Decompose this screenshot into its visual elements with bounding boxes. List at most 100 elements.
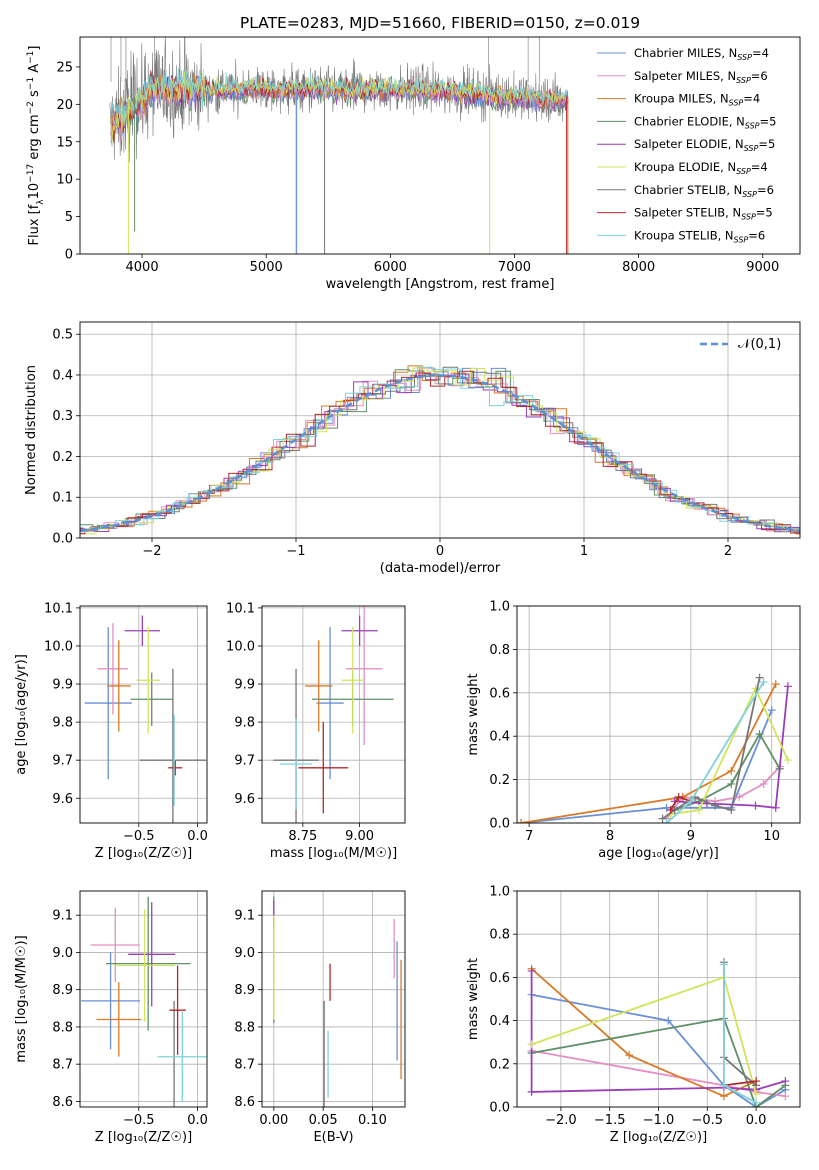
mass-vs-Z-point-chabrier-miles — [81, 952, 140, 1050]
age-vs-mass-point-salpeter-elodie — [341, 615, 378, 646]
residuals-xtick-label: 2 — [724, 544, 732, 559]
spectrum-lines — [109, 37, 569, 254]
mass-vs-EBV-ytick-label: 8.9 — [234, 983, 255, 998]
mass-vs-Z-ytick-label: 9.1 — [52, 909, 73, 924]
age-vs-Z-point-kroupa-miles — [107, 640, 131, 732]
residuals-ytick-label: 0.3 — [52, 409, 73, 424]
series-marker — [527, 966, 536, 975]
legend-text: =5 — [758, 137, 775, 151]
legend-sub: SSP — [737, 53, 752, 62]
mass-vs-EBV-errorbars — [273, 896, 402, 1107]
mw-vs-age-xtick-label: 10 — [763, 829, 780, 844]
mass-vs-EBV-frame — [261, 890, 406, 1108]
series-line — [723, 962, 757, 1087]
spectrum-ylabel-part: −17 — [26, 164, 36, 183]
spectrum-ylabel-part: 10 — [27, 183, 42, 200]
spectrum-ytick-label: 5 — [65, 210, 73, 225]
mass-vs-Z-ytick-label: 8.9 — [52, 983, 73, 998]
legend-entry: Chabrier MILES, NSSP=4 — [634, 46, 769, 62]
legend-text: =6 — [748, 228, 765, 242]
age-vs-Z-ytick-label: 9.9 — [52, 678, 73, 693]
mass-vs-Z-xlabel: Z [log₁₀(Z/Z☉)] — [95, 1130, 192, 1145]
legend-text: Kroupa ELODIE, N — [634, 160, 736, 174]
series-marker — [759, 779, 768, 788]
series-marker — [751, 801, 760, 810]
mass-vs-Z-ytick-label: 9.0 — [52, 946, 73, 961]
mw-vs-Z-xtick-label: −2.0 — [545, 1113, 577, 1128]
age-vs-mass-point-kroupa-stelib — [280, 718, 312, 810]
age-vs-mass-errorbars — [273, 606, 394, 823]
mass-vs-Z-frame — [79, 890, 208, 1108]
mw-vs-age-ytick-label: 0.2 — [489, 773, 510, 788]
series-line — [674, 686, 789, 809]
legend-text: =4 — [751, 160, 768, 174]
series-marker — [727, 779, 736, 788]
age-vs-Z-point-salpeter-stelib — [168, 760, 183, 776]
series-line — [531, 1017, 786, 1107]
legend-text: Chabrier STELIB, N — [634, 183, 742, 197]
legend-text: Salpeter STELIB, N — [634, 206, 741, 220]
legend-text: =4 — [743, 92, 760, 106]
legend-text: =5 — [760, 114, 777, 128]
age-vs-Z-xtick-label: −0.5 — [123, 829, 155, 844]
mw-vs-age-ylabel: mass weight — [466, 673, 481, 755]
mw-vs-age-ytick-label: 0.4 — [489, 730, 510, 745]
series-marker — [755, 730, 764, 739]
mw-vs-Z-xlabel: Z [log₁₀(Z/Z☉)] — [610, 1130, 707, 1145]
series-marker — [771, 680, 780, 689]
legend-sub: SSP — [741, 213, 756, 222]
legend-text: =6 — [751, 69, 768, 83]
mass-vs-Z-ytick-label: 8.7 — [52, 1058, 73, 1073]
residuals-xtick-label: 1 — [580, 544, 588, 559]
mass-vs-EBV-ytick-label: 8.8 — [234, 1020, 255, 1035]
spectrum-ylabel-part: λ — [36, 199, 46, 205]
mw-vs-age-ytick-label: 0.6 — [489, 686, 510, 701]
residuals-ytick-label: 0.2 — [52, 450, 73, 465]
mass-vs-Z-point-salpeter-miles — [90, 907, 140, 983]
age-vs-mass-point-kroupa-miles — [305, 640, 333, 732]
legend-text: Chabrier ELODIE, N — [634, 114, 745, 128]
series-line — [520, 683, 777, 823]
mw-vs-Z-xtick-label: −1.0 — [643, 1113, 675, 1128]
mass-vs-Z-errorbars — [81, 896, 207, 1107]
series-marker — [658, 814, 667, 823]
residuals-ytick-label: 0.1 — [52, 491, 73, 506]
spectrum-ylabel-part: −2 — [26, 101, 36, 114]
mass-vs-EBV-ytick-label: 8.7 — [234, 1058, 255, 1073]
spectrum-xtick-label: 6000 — [374, 260, 407, 275]
age-vs-Z-ytick-label: 9.8 — [52, 716, 73, 731]
residuals-xtick-label: −2 — [142, 544, 161, 559]
mw-vs-Z-xtick-label: −0.5 — [692, 1113, 724, 1128]
residuals-hist-kroupa-elodie — [80, 367, 800, 535]
mass-vs-Z-ytick-label: 8.6 — [52, 1095, 73, 1110]
mass-vs-Z-point-chabrier-elodie — [105, 896, 191, 1031]
series-marker — [666, 805, 675, 814]
spectrum-ylabel: Flux [fλ10−17 erg cm−2 s−1 A−1] — [26, 46, 46, 246]
series-marker — [694, 805, 703, 814]
age-vs-Z-xlabel: Z [log₁₀(Z/Z☉)] — [95, 846, 192, 861]
spectrum-ylabel-part: Flux [f — [27, 204, 42, 245]
spectrum-xtick-label: 5000 — [250, 260, 283, 275]
age-vs-mass-point-kroupa-elodie — [341, 626, 365, 734]
series-marker — [527, 1040, 536, 1049]
spectrum-ytick-label: 25 — [56, 60, 73, 75]
residuals-xlabel: (data-model)/error — [380, 561, 501, 576]
mass-vs-EBV-xlabel: E(B-V) — [313, 1130, 353, 1145]
series-marker — [662, 819, 671, 823]
legend-text: Chabrier MILES, N — [634, 46, 737, 60]
series-marker — [735, 792, 744, 801]
mass-vs-EBV-ytick-label: 9.1 — [234, 909, 255, 924]
legend-text: =5 — [756, 206, 773, 220]
age-vs-mass-ytick-label: 9.9 — [234, 678, 255, 693]
residuals-xtick-label: −1 — [286, 544, 305, 559]
mw-vs-age-xlabel: age [log₁₀(age/yr)] — [598, 846, 719, 861]
series-marker — [752, 1077, 761, 1086]
mw-vs-age-frame — [516, 605, 801, 824]
legend-entry: Kroupa STELIB, NSSP=6 — [634, 228, 765, 244]
series-marker — [674, 792, 683, 801]
mw-vs-Z-xtick-label: 0.0 — [746, 1113, 767, 1128]
spectrum-ytick-label: 0 — [65, 248, 73, 263]
age-vs-mass-xlabel: mass [log₁₀(M/M☉)] — [270, 846, 397, 861]
mass-vs-Z-point-salpeter-stelib — [169, 965, 186, 1055]
residuals-normal-curve — [80, 374, 800, 533]
